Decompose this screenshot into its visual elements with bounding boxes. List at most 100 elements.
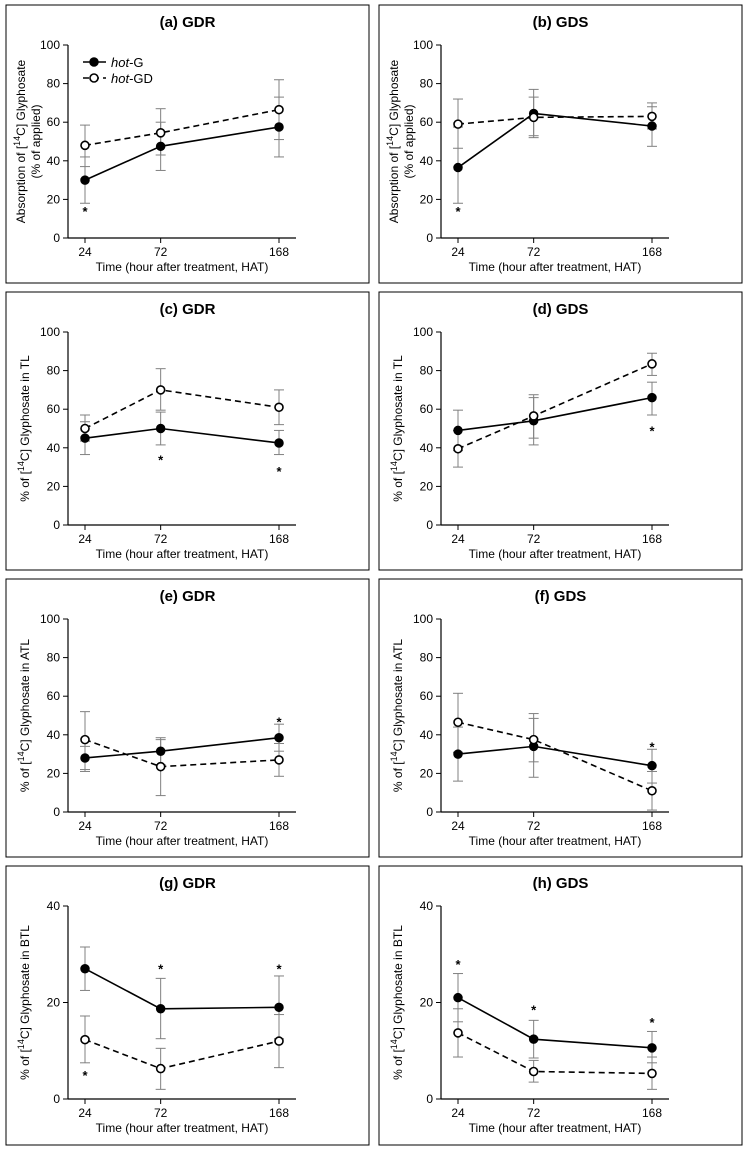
x-tick-label: 72 xyxy=(154,245,168,259)
data-point xyxy=(647,1043,657,1053)
data-point xyxy=(647,111,657,122)
x-axis-title: Time (hour after treatment, HAT) xyxy=(96,1121,269,1135)
data-point xyxy=(155,1063,166,1074)
significance-marker: * xyxy=(649,1015,655,1030)
x-tick-label: 168 xyxy=(642,245,662,259)
y-axis-title-part: Absorption of [ xyxy=(387,145,401,223)
series-line xyxy=(84,108,280,147)
series-points-hot-g xyxy=(453,392,657,436)
y-tick-label: 80 xyxy=(47,651,61,665)
y-axis-title: % of [14C] Glyphosate in TL xyxy=(16,355,32,502)
y-tick-label: 60 xyxy=(47,115,61,129)
y-axis-title-part: C] Glyphosate in ATL xyxy=(18,639,32,752)
significance-marker: * xyxy=(82,204,88,219)
y-axis-title-superscript: 14 xyxy=(389,751,399,761)
legend-marker xyxy=(89,57,99,67)
legend-label-rest: -G xyxy=(129,55,143,70)
y-axis-title-part: C] Glyphosate in BTL xyxy=(18,925,32,1039)
data-point xyxy=(80,753,90,763)
x-tick-label: 168 xyxy=(269,245,289,259)
x-tick-label: 72 xyxy=(154,532,168,546)
y-tick-label: 80 xyxy=(47,364,61,378)
y-axis-title: Absorption of [14C] Glyphosate xyxy=(12,59,28,223)
y-axis-title-part: % of [ xyxy=(18,761,32,792)
y-axis-title-part: C] Glyphosate xyxy=(14,59,28,135)
y-tick-label: 60 xyxy=(47,689,61,703)
y-axis-title: % of [14C] Glyphosate in ATL xyxy=(389,639,405,793)
legend-label-italic: hot xyxy=(111,55,130,70)
y-tick-label: 60 xyxy=(420,402,434,416)
y-tick-label: 20 xyxy=(47,479,61,493)
series-points-hot-gd xyxy=(80,1034,284,1074)
data-point xyxy=(155,746,166,756)
panel-frame xyxy=(378,4,743,284)
x-axis-title: Time (hour after treatment, HAT) xyxy=(469,260,642,274)
data-point xyxy=(274,755,284,765)
x-tick-label: 72 xyxy=(527,1106,541,1120)
x-tick-label: 168 xyxy=(642,532,662,546)
data-point xyxy=(155,423,166,434)
legend-label: hot-G xyxy=(111,55,144,70)
y-axis-title-part: C] Glyphosate xyxy=(387,59,401,135)
panel-frame xyxy=(378,291,743,571)
data-point xyxy=(80,963,90,974)
series-points-hot-gd xyxy=(453,717,657,796)
panel-frame xyxy=(5,578,370,858)
series-points-hot-g xyxy=(80,732,284,763)
data-point xyxy=(528,411,539,421)
y-tick-label: 40 xyxy=(47,154,61,168)
series-points-hot-gd xyxy=(453,1028,657,1079)
panel-frame xyxy=(378,865,743,1146)
data-point xyxy=(155,1004,166,1014)
data-point xyxy=(647,785,657,796)
y-axis-title-superscript: 14 xyxy=(389,1039,399,1049)
data-point xyxy=(453,749,463,759)
significance-marker: * xyxy=(649,739,655,754)
panel-title: (f) GDS xyxy=(535,588,587,605)
y-axis-title-part: % of [ xyxy=(391,470,405,501)
x-tick-label: 168 xyxy=(642,819,662,833)
y-axis-title-superscript: 14 xyxy=(16,751,26,761)
panel-frame xyxy=(5,865,370,1146)
y-axis-title-part: % of [ xyxy=(391,1049,405,1080)
x-tick-label: 168 xyxy=(269,1106,289,1120)
panel-title: (b) GDS xyxy=(533,14,589,31)
y-tick-label: 100 xyxy=(40,612,60,626)
data-point xyxy=(647,760,657,771)
y-axis-title-part: C] Glyphosate in TL xyxy=(391,355,405,461)
data-point xyxy=(528,734,539,745)
y-tick-label: 80 xyxy=(420,364,434,378)
y-tick-label: 80 xyxy=(420,651,434,665)
data-point xyxy=(647,392,657,403)
series-points-hot-gd xyxy=(80,734,284,772)
y-tick-label: 20 xyxy=(420,192,434,206)
data-point xyxy=(155,128,166,138)
data-point xyxy=(647,1068,657,1079)
data-point xyxy=(453,443,463,454)
series-points-hot-g xyxy=(80,423,284,448)
data-point xyxy=(453,1028,463,1038)
y-tick-label: 0 xyxy=(53,518,60,532)
y-tick-label: 20 xyxy=(47,192,61,206)
data-point xyxy=(453,425,463,436)
x-tick-label: 24 xyxy=(451,819,465,833)
y-tick-label: 0 xyxy=(426,805,433,819)
y-tick-label: 0 xyxy=(426,231,433,245)
x-tick-label: 72 xyxy=(527,245,541,259)
data-point xyxy=(155,761,166,772)
data-point xyxy=(453,119,463,129)
data-point xyxy=(274,1002,284,1013)
y-axis-title: % of [14C] Glyphosate in BTL xyxy=(16,925,32,1080)
data-point xyxy=(274,438,284,448)
y-tick-label: 60 xyxy=(420,689,434,703)
y-tick-label: 20 xyxy=(420,479,434,493)
x-axis-title: Time (hour after treatment, HAT) xyxy=(469,1121,642,1135)
panel-frame xyxy=(5,4,370,284)
data-point xyxy=(528,1066,539,1077)
legend-label-rest: -GD xyxy=(129,71,153,86)
y-tick-label: 60 xyxy=(47,402,61,416)
y-axis-title: (% of applied) xyxy=(402,104,416,178)
